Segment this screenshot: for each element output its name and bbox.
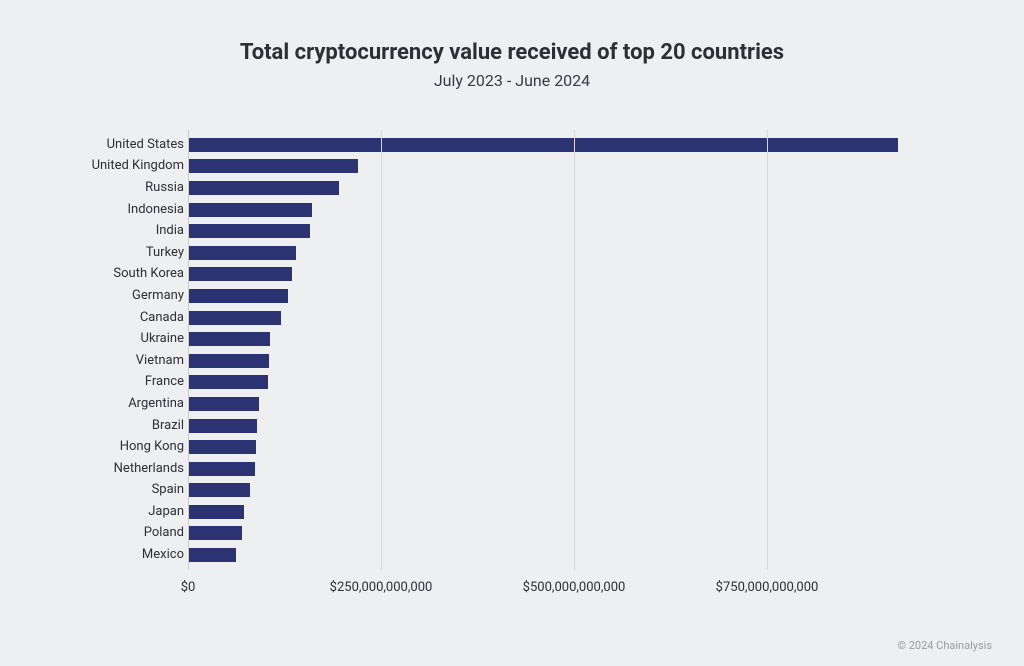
gridline: [574, 130, 575, 570]
y-tick-label: Netherlands: [80, 460, 184, 478]
bar: [188, 548, 236, 562]
gridline: [381, 130, 382, 570]
chart-subtitle: July 2023 - June 2024: [52, 71, 972, 90]
y-tick-label: Japan: [80, 503, 184, 521]
bar: [188, 375, 268, 389]
bar: [188, 203, 312, 217]
y-tick-label: Mexico: [80, 546, 184, 564]
bar: [188, 440, 256, 454]
bar: [188, 246, 296, 260]
x-tick-label: $250,000,000,000: [330, 580, 433, 595]
chart-area: United States United Kingdom Russia Indones…: [80, 130, 960, 600]
chart-title: Total cryptocurrency value received of t…: [52, 40, 972, 65]
bar: [188, 505, 244, 519]
gridline: [188, 130, 189, 570]
y-tick-label: United States: [80, 136, 184, 154]
y-tick-label: France: [80, 373, 184, 391]
bar: [188, 462, 255, 476]
bar: [188, 289, 288, 303]
y-tick-label: Brazil: [80, 417, 184, 435]
y-tick-label: Germany: [80, 287, 184, 305]
attribution-text: © 2024 Chainalysis: [897, 639, 992, 652]
bar: [188, 419, 257, 433]
page: Total cryptocurrency value received of t…: [0, 0, 1024, 666]
x-tick-label: $500,000,000,000: [523, 580, 626, 595]
y-tick-label: Hong Kong: [80, 438, 184, 456]
gridline: [767, 130, 768, 570]
y-tick-label: Ukraine: [80, 330, 184, 348]
y-tick-label: Argentina: [80, 395, 184, 413]
y-tick-label: United Kingdom: [80, 157, 184, 175]
y-tick-label: Turkey: [80, 244, 184, 262]
y-tick-label: Poland: [80, 524, 184, 542]
y-tick-label: Canada: [80, 309, 184, 327]
bar: [188, 354, 269, 368]
x-tick-label: $750,000,000,000: [716, 580, 819, 595]
bar: [188, 224, 310, 238]
bar: [188, 267, 292, 281]
bar: [188, 332, 270, 346]
bar: [188, 483, 250, 497]
bar: [188, 311, 281, 325]
y-tick-label: India: [80, 222, 184, 240]
x-tick-label: $0: [181, 580, 196, 595]
y-tick-label: Vietnam: [80, 352, 184, 370]
bar: [188, 526, 242, 540]
bar: [188, 397, 259, 411]
bar: [188, 181, 339, 195]
bar: [188, 138, 898, 152]
y-tick-label: Indonesia: [80, 201, 184, 219]
y-tick-label: Spain: [80, 481, 184, 499]
plot-area: [188, 130, 960, 570]
bar: [188, 159, 358, 173]
x-axis-labels: $0$250,000,000,000$500,000,000,000$750,0…: [188, 574, 960, 600]
y-axis-labels: United States United Kingdom Russia Indones…: [80, 130, 184, 570]
y-tick-label: South Korea: [80, 265, 184, 283]
y-tick-label: Russia: [80, 179, 184, 197]
